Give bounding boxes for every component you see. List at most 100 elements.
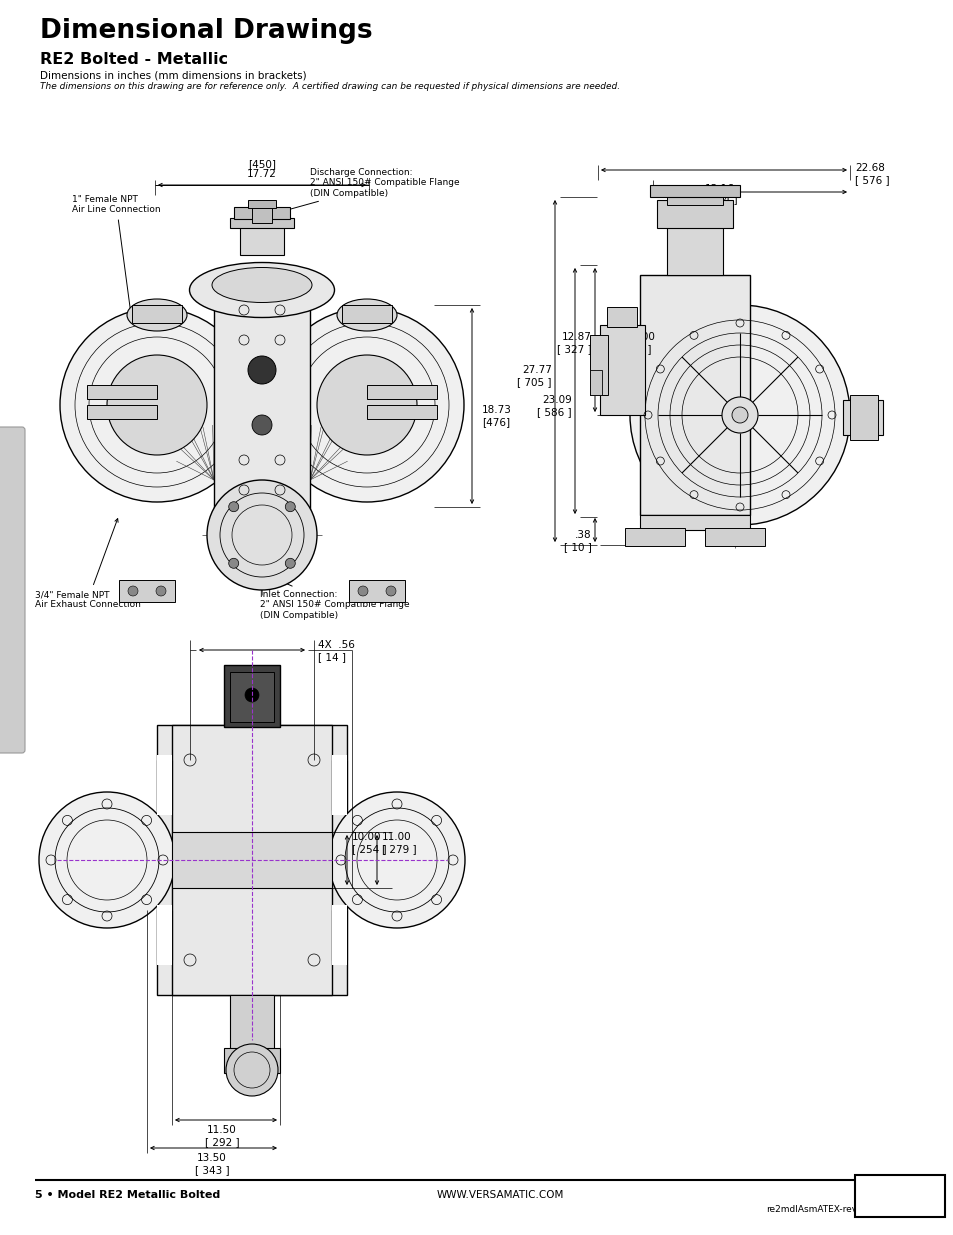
Bar [224,664,280,727]
Text: [ 327 ]: [ 327 ] [557,345,592,354]
Text: [ 576 ]: [ 576 ] [854,175,889,185]
Circle shape [229,558,238,568]
Text: [476]: [476] [481,417,510,427]
Text: .38: .38 [575,530,592,540]
Bar [589,370,601,395]
Bar [349,580,405,601]
Bar [233,207,290,219]
Bar [332,905,347,965]
Ellipse shape [212,268,312,303]
Text: 4X  .56: 4X .56 [317,640,355,650]
Text: The dimensions on this drawing are for reference only.  A certified drawing can : The dimensions on this drawing are for r… [40,82,619,91]
Bar [240,225,284,254]
Bar [849,395,877,440]
Text: Dimensions in inches (mm dimensions in brackets): Dimensions in inches (mm dimensions in b… [40,70,306,80]
Bar [704,529,764,546]
Text: Discharge Connection:
2" ANSI 150# Compatible Flange
(DIN Compatible): Discharge Connection: 2" ANSI 150# Compa… [283,168,459,211]
Circle shape [207,480,316,590]
Bar [639,515,749,530]
Circle shape [329,792,464,927]
Bar [157,755,172,815]
Bar [157,910,172,960]
Circle shape [226,1044,277,1095]
Text: RE2 Bolted - Metallic: RE2 Bolted - Metallic [40,52,228,67]
Text: vm: vm [864,1183,890,1198]
Bar [213,290,310,510]
Text: 17.72: 17.72 [247,169,276,179]
Text: re2mdlAsmATEX-rev0614: re2mdlAsmATEX-rev0614 [765,1205,879,1214]
Bar [332,755,347,815]
Bar [230,219,294,228]
Text: 27.77: 27.77 [521,366,552,375]
Bar [341,305,392,324]
Bar [157,760,172,810]
Text: [ 14 ]: [ 14 ] [317,652,346,662]
Circle shape [252,415,272,435]
Bar [87,405,157,419]
Circle shape [285,558,295,568]
Bar [624,529,684,546]
Bar [854,1174,944,1216]
Circle shape [629,305,849,525]
Text: 12.87: 12.87 [561,332,592,342]
Text: [ 343 ]: [ 343 ] [194,1165,229,1174]
Circle shape [39,792,174,927]
Text: 3/4" Female NPT
Air Exhaust Connection: 3/4" Female NPT Air Exhaust Connection [35,519,141,609]
Text: [ 292 ]: [ 292 ] [205,1137,239,1147]
Bar [157,725,347,995]
Text: 18.73: 18.73 [481,405,512,415]
Bar [230,995,274,1050]
Text: 11.00: 11.00 [381,832,411,842]
Text: [ 254 ]: [ 254 ] [352,844,386,853]
Bar [367,405,436,419]
Bar [666,195,722,205]
Circle shape [357,585,368,597]
Bar [367,385,436,399]
Text: ®: ® [937,1197,944,1203]
Text: 10.00: 10.00 [352,832,381,842]
Bar [842,400,882,435]
Bar [252,205,272,224]
Text: 13.16: 13.16 [704,184,734,194]
FancyBboxPatch shape [0,427,25,753]
Text: 13.50: 13.50 [197,1153,227,1163]
Circle shape [721,396,758,433]
Bar [599,325,644,415]
Text: 23.09: 23.09 [541,395,572,405]
Text: Inlet Connection:
2" ANSI 150# Compatible Flange
(DIN Compatible): Inlet Connection: 2" ANSI 150# Compatibl… [260,577,409,620]
Bar [657,200,732,228]
Text: SV236FB: SV236FB [210,303,237,308]
Circle shape [248,356,275,384]
Text: [ 334 ]: [ 334 ] [702,194,737,204]
Circle shape [386,585,395,597]
Bar [606,308,637,327]
Circle shape [285,501,295,511]
Bar [224,1049,280,1073]
Text: 1" Female NPT
Air Line Connection: 1" Female NPT Air Line Connection [71,195,160,319]
Circle shape [316,354,416,454]
Bar [172,725,332,995]
Text: 1: PUMP SPECS: 1: PUMP SPECS [7,551,15,629]
Text: 22.68: 22.68 [854,163,884,173]
Text: Dimensional Drawings: Dimensional Drawings [40,19,373,44]
Bar [666,225,722,275]
Text: [ 10 ]: [ 10 ] [563,542,592,552]
Bar [230,672,274,722]
Ellipse shape [190,263,335,317]
Ellipse shape [127,299,187,331]
Circle shape [270,308,463,501]
Text: WWW.VERSAMATIC.COM: WWW.VERSAMATIC.COM [436,1191,563,1200]
Bar [639,275,749,515]
Text: [ 305 ]: [ 305 ] [617,345,651,354]
Circle shape [156,585,166,597]
Ellipse shape [336,299,396,331]
Text: [ 705 ]: [ 705 ] [517,377,552,387]
Bar [157,905,172,965]
Bar [589,335,607,395]
Bar [132,305,182,324]
Text: 11.50: 11.50 [207,1125,236,1135]
Bar [649,185,740,198]
Circle shape [229,501,238,511]
Text: Ø12.00: Ø12.00 [617,332,654,342]
Text: [ 586 ]: [ 586 ] [537,408,572,417]
